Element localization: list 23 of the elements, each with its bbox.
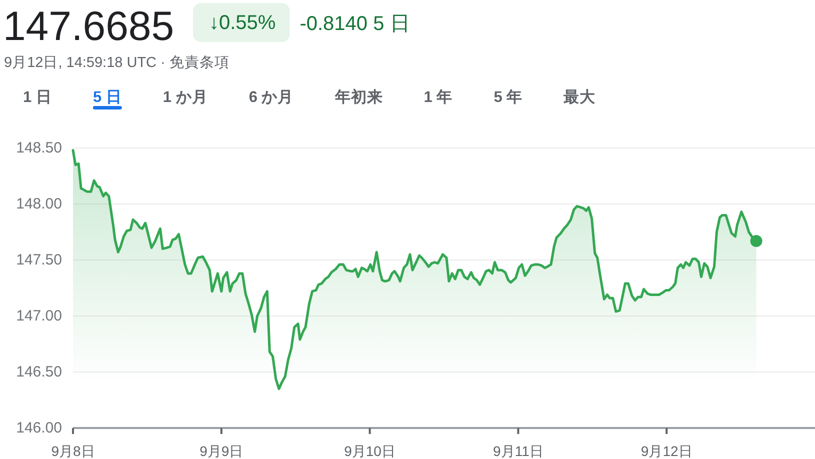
y-tick-label: 147.00 (16, 308, 62, 324)
tab-label: 6 か月 (248, 89, 294, 106)
tab-label: 最大 (564, 89, 596, 106)
y-tick-label: 146.50 (16, 364, 62, 380)
y-tick-label: 148.50 (16, 140, 62, 156)
x-tick-label: 9月11日 (493, 443, 544, 459)
tab-label: 1 年 (424, 89, 453, 106)
tab-label: 年初来 (334, 89, 383, 106)
y-tick-label: 148.00 (16, 196, 62, 212)
change-badge: ↓0.55% (193, 3, 290, 42)
x-tick-label: 9月12日 (640, 443, 692, 459)
tab-label: 1 日 (23, 89, 52, 106)
y-tick-label: 147.50 (16, 252, 62, 268)
change-label: -0.8140 5 日 (300, 13, 410, 35)
tab-label: 5 年 (494, 89, 523, 106)
x-tick-label: 9月10日 (344, 443, 396, 459)
x-tick-label: 9月8日 (51, 443, 95, 459)
tab-label: 1 か月 (162, 89, 208, 106)
subtitle: 9月12日, 14:59:18 UTC · 免責条項 (4, 55, 230, 71)
x-tick-label: 9月9日 (200, 443, 244, 459)
title: 147.6685 (3, 3, 174, 49)
y-tick-label: 146.00 (16, 420, 62, 436)
tab-label: 5 日 (92, 89, 122, 106)
